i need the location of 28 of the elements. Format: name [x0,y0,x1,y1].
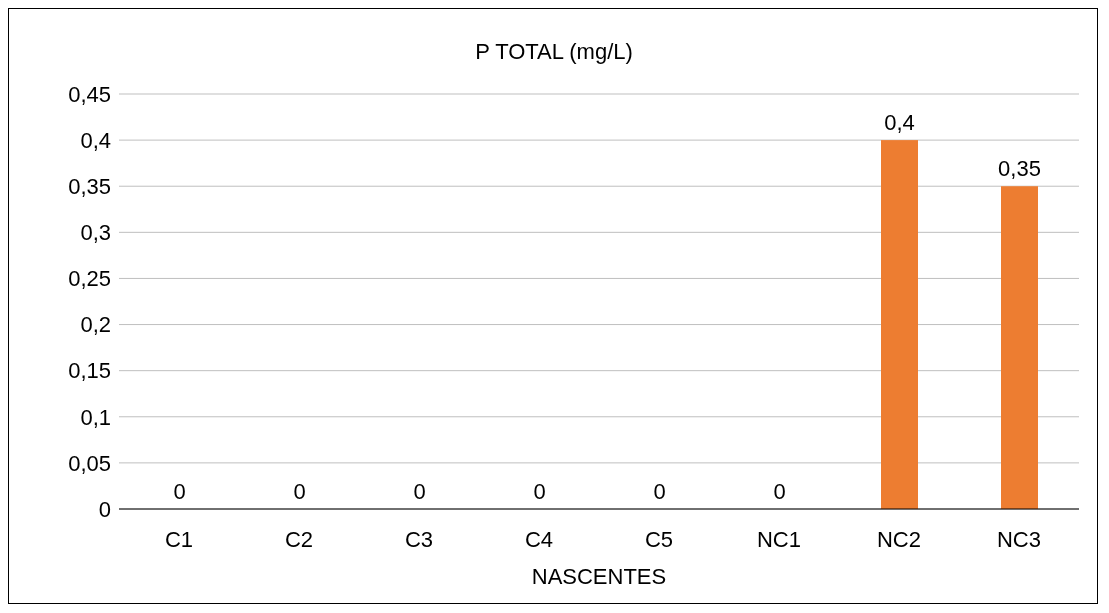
y-tick-label: 0,25 [68,266,111,292]
y-tick-label: 0,4 [80,127,111,153]
data-label: 0 [173,479,186,504]
x-tick-label: NC3 [996,526,1042,552]
x-tick-label: NC2 [876,526,922,552]
y-tick-label: 0,1 [80,404,111,430]
data-label: 0 [653,479,666,504]
data-label: 0 [293,479,306,504]
y-tick-label: 0,35 [68,174,111,200]
y-tick-label: 0 [98,496,111,522]
data-label: 0 [773,479,786,504]
y-tick-label: 0,3 [80,220,111,246]
data-label: 0 [533,479,546,504]
x-tick-label: C5 [644,526,674,552]
y-tick-label: 0,15 [68,358,111,384]
data-label: 0,4 [884,110,915,136]
data-label: 0 [413,479,426,504]
x-tick-label: NC1 [756,526,802,552]
x-axis-title: NASCENTES [530,564,668,590]
x-tick-label: C3 [404,526,434,552]
y-tick-label: 0,45 [68,81,111,107]
x-tick-label: C4 [524,526,554,552]
data-label: 0,35 [998,156,1041,182]
y-tick-label: 0,05 [68,450,111,476]
x-tick-label: C2 [284,526,314,552]
y-tick-label: 0,2 [80,312,111,338]
x-tick-label: C1 [164,526,194,552]
chart-title: P TOTAL (mg/L) [474,39,634,65]
